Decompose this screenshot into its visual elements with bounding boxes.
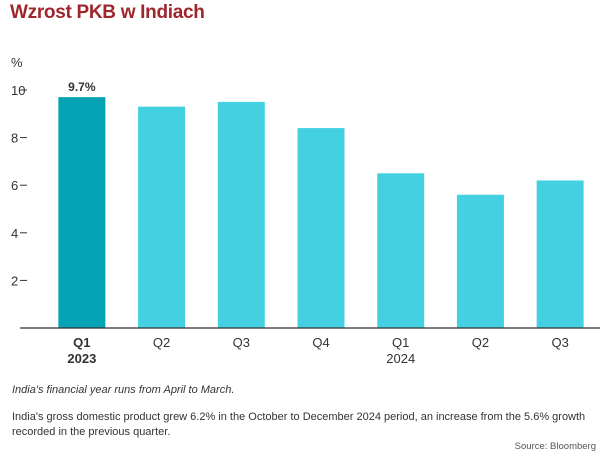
bar-q1-2023 — [58, 97, 106, 328]
x-tick-sublabel: 2024 — [386, 351, 415, 366]
chart-title: Wzrost PKB w Indiach — [10, 2, 205, 23]
bar-data-label: 9.7% — [68, 80, 96, 94]
x-tick-label: Q2 — [472, 335, 489, 350]
x-tick-label: Q4 — [312, 335, 329, 350]
x-tick-label: Q2 — [153, 335, 170, 350]
bar-q1-2024 — [377, 173, 425, 328]
x-tick-label: Q1 — [392, 335, 409, 350]
y-axis-unit-label: % — [11, 55, 23, 70]
x-tick-label: Q1 — [73, 335, 90, 350]
bar-q3 — [536, 180, 584, 328]
y-tick-label: 2 — [11, 273, 18, 288]
bar-q3 — [217, 101, 265, 329]
source-label: Source: Bloomberg — [514, 441, 596, 452]
y-tick-label: 6 — [11, 178, 18, 193]
bar-q2 — [138, 106, 186, 328]
footnote: India's financial year runs from April t… — [12, 384, 235, 396]
x-tick-label: Q3 — [233, 335, 250, 350]
bar-q4 — [297, 128, 345, 328]
y-tick-label: 8 — [11, 131, 18, 146]
x-tick-sublabel: 2023 — [67, 351, 96, 366]
y-tick-label: 10 — [11, 83, 25, 98]
bar-q2 — [456, 194, 504, 328]
chart-description: India's gross domestic product grew 6.2%… — [12, 411, 586, 438]
x-tick-label: Q3 — [551, 335, 568, 350]
y-tick-label: 4 — [11, 226, 18, 241]
